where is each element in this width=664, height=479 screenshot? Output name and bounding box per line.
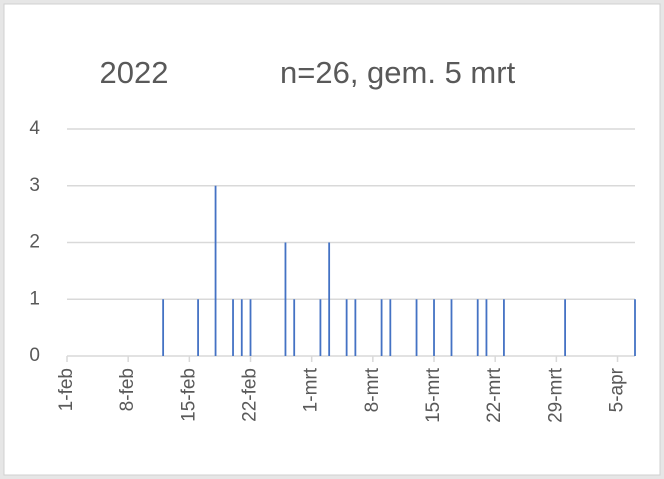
bar	[345, 299, 348, 356]
bar	[162, 299, 165, 356]
y-tick-label: 3	[29, 175, 40, 196]
y-tick-label: 2	[29, 232, 40, 253]
bar	[634, 299, 636, 356]
x-tick-label: 8-feb	[117, 368, 138, 411]
bar	[319, 299, 322, 356]
bar	[564, 299, 566, 356]
bar	[485, 299, 488, 356]
chart-title: 2022	[100, 55, 169, 90]
bar	[354, 299, 357, 356]
x-tick-label: 29-mrt	[545, 367, 566, 423]
y-tick-label: 0	[29, 345, 40, 366]
bar	[293, 299, 296, 356]
bar	[476, 299, 479, 356]
bar	[415, 299, 418, 356]
chart-area	[3, 3, 661, 476]
bar	[214, 185, 217, 356]
bar	[380, 299, 383, 356]
x-tick-label: 5-apr	[607, 367, 628, 412]
x-tick-label: 15-feb	[178, 368, 199, 422]
bar	[328, 242, 331, 356]
bar	[232, 299, 234, 356]
bar	[284, 242, 287, 356]
chart-subtitle: n=26, gem. 5 mrt	[280, 55, 516, 90]
x-tick-label: 1-feb	[56, 368, 77, 411]
bar	[240, 299, 243, 356]
x-tick-label: 8-mrt	[362, 367, 383, 412]
bar	[433, 299, 435, 356]
y-tick-label: 1	[29, 288, 40, 309]
bar	[450, 299, 453, 356]
bar	[503, 299, 505, 356]
x-tick-label: 1-mrt	[301, 367, 322, 412]
x-tick-label: 22-mrt	[484, 367, 505, 423]
x-tick-label: 15-mrt	[423, 367, 444, 423]
bar	[197, 299, 199, 356]
bar	[389, 299, 392, 356]
x-tick-label: 22-feb	[240, 368, 261, 422]
y-tick-label: 4	[29, 118, 40, 139]
bar	[249, 299, 252, 356]
